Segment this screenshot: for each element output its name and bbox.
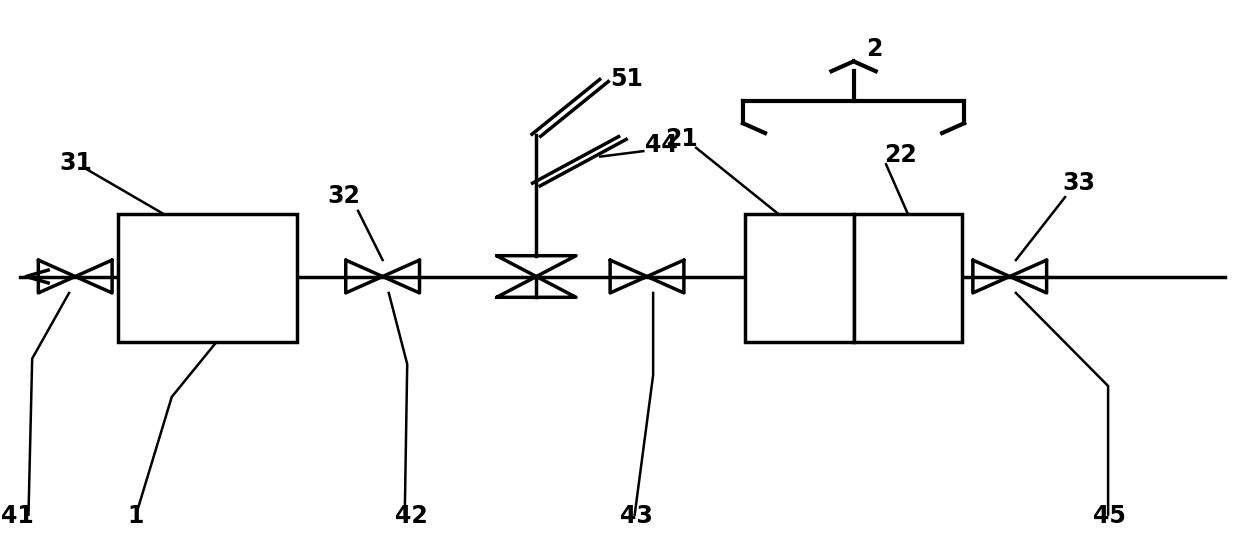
Text: 51: 51 (610, 67, 644, 91)
Text: 45: 45 (1094, 504, 1126, 528)
Bar (745, 213, 853, 342)
Text: 41: 41 (1, 504, 35, 528)
Text: 42: 42 (394, 504, 428, 528)
Text: 31: 31 (60, 151, 92, 175)
Text: 43: 43 (620, 504, 652, 528)
Bar (118, 213, 296, 342)
Text: 22: 22 (884, 143, 916, 167)
Text: 33: 33 (1063, 171, 1096, 195)
Text: 44: 44 (645, 133, 677, 156)
Text: 32: 32 (327, 184, 360, 208)
Bar (853, 213, 962, 342)
Text: 21: 21 (666, 127, 698, 150)
Text: 1: 1 (128, 504, 144, 528)
Text: 2: 2 (866, 38, 882, 61)
